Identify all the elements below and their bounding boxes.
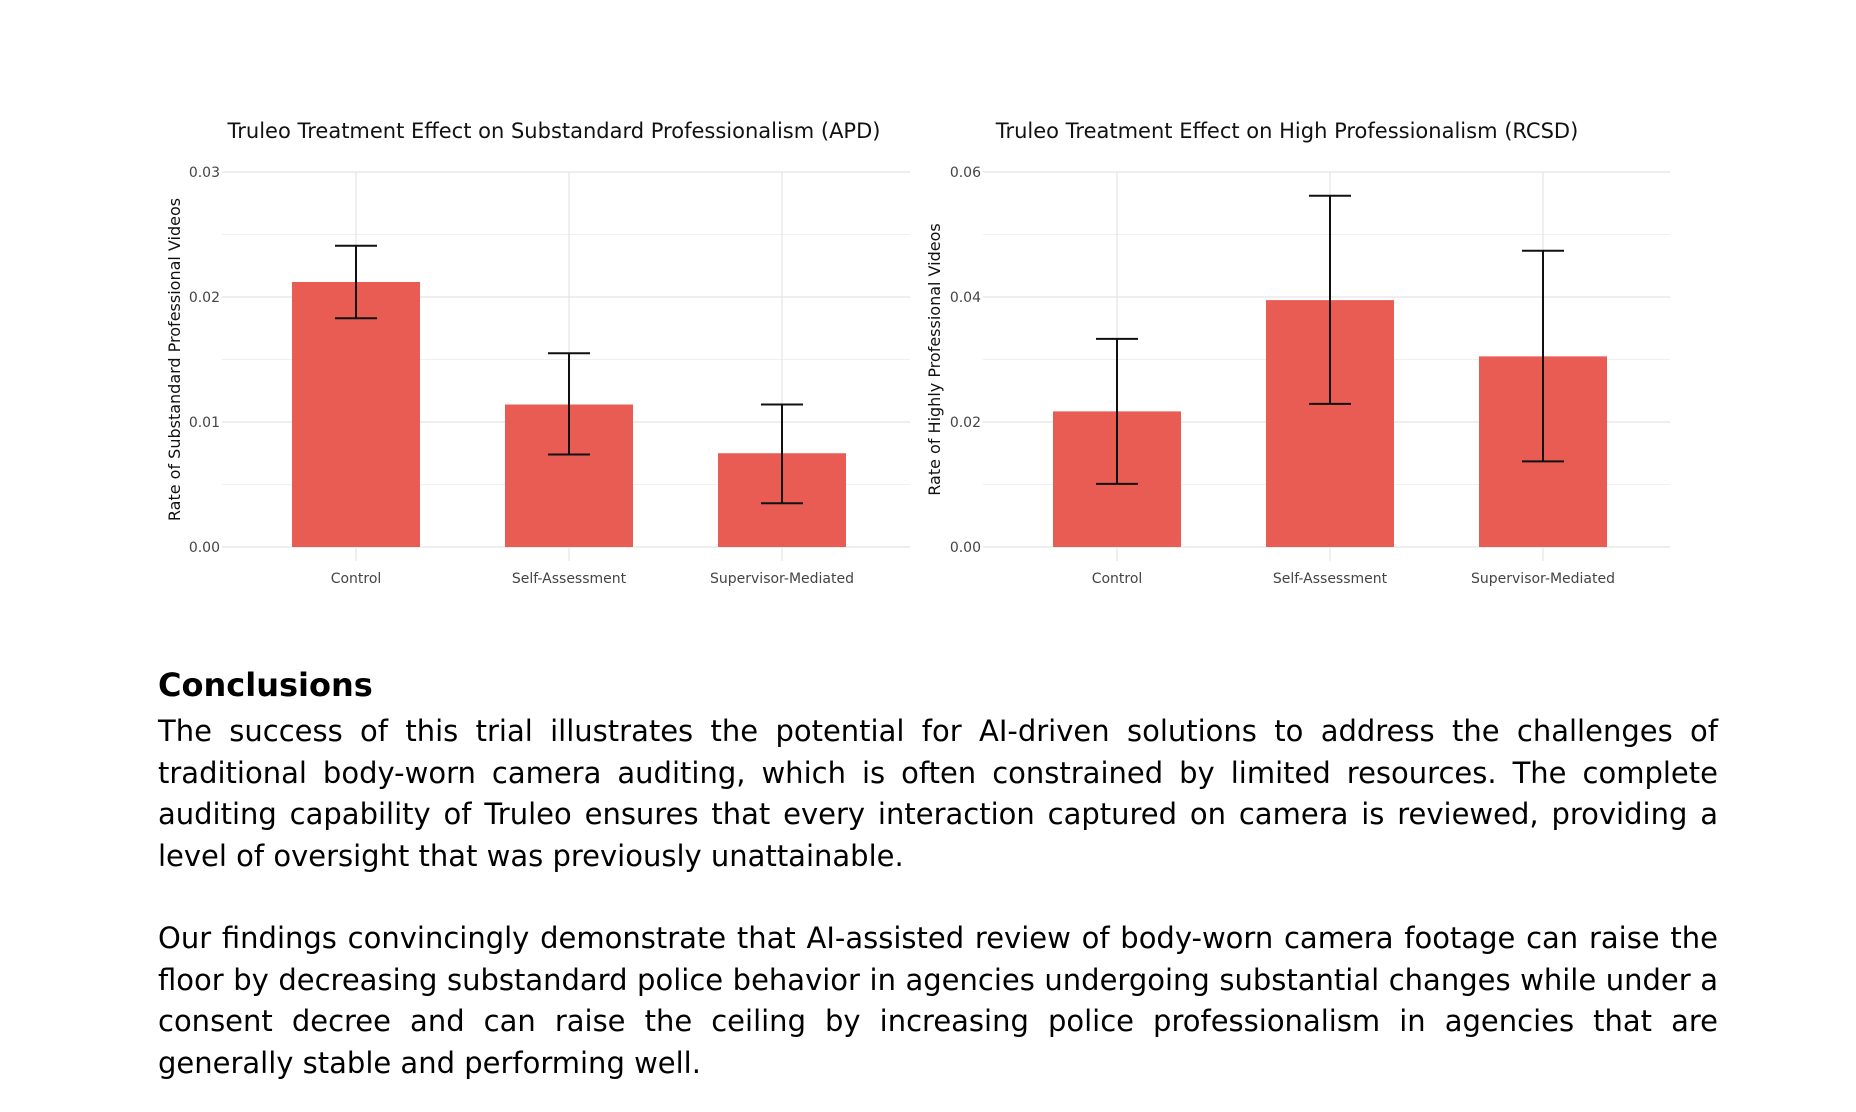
- bar-control: [292, 282, 420, 547]
- conclusions-heading: Conclusions: [158, 666, 373, 704]
- error-bar: [1522, 249, 1564, 463]
- x-tick-label: Control: [1092, 571, 1143, 587]
- y-axis-label: Rate of Substandard Professional Videos: [165, 198, 184, 521]
- y-tick-label: 0.00: [950, 540, 981, 556]
- y-tick-label: 0.06: [950, 165, 981, 181]
- error-bar: [761, 403, 803, 505]
- error-bar: [1096, 337, 1138, 485]
- error-bar: [548, 352, 590, 456]
- x-tick-label: Control: [331, 571, 382, 587]
- chart-title: Truleo Treatment Effect on High Professi…: [995, 119, 1579, 143]
- conclusions-paragraph-2: Our findings convincingly demonstrate th…: [158, 921, 1718, 1080]
- x-tick-label: Supervisor-Mediated: [710, 571, 854, 587]
- y-tick-label: 0.00: [189, 540, 220, 556]
- error-bar: [335, 244, 377, 320]
- y-tick-label: 0.03: [189, 165, 220, 181]
- conclusions-paragraph-1: The success of this trial illustrates th…: [158, 714, 1718, 873]
- y-axis-label: Rate of Highly Professional Videos: [925, 223, 944, 495]
- error-bar: [1309, 194, 1351, 405]
- y-tick-label: 0.01: [189, 415, 220, 431]
- x-tick-label: Self-Assessment: [1273, 571, 1388, 587]
- charts-area: 0.00 0.01 0.02 0.03 Control Self-Assessment Su…: [165, 119, 1670, 587]
- chart-1: 0.00 0.01 0.02 0.03 Control Self-Assessment Su…: [165, 119, 910, 587]
- y-tick-label: 0.04: [950, 290, 981, 306]
- y-tick-label: 0.02: [950, 415, 981, 431]
- x-tick-label: Self-Assessment: [512, 571, 627, 587]
- chart-title: Truleo Treatment Effect on Substandard P…: [227, 119, 881, 143]
- conclusions-section: Conclusions The success of this trial il…: [158, 665, 1718, 1084]
- chart-2: 0.00 0.02 0.04 0.06 Control Self-Assessment Su…: [925, 119, 1670, 587]
- y-tick-label: 0.02: [189, 290, 220, 306]
- x-tick-label: Supervisor-Mediated: [1471, 571, 1615, 587]
